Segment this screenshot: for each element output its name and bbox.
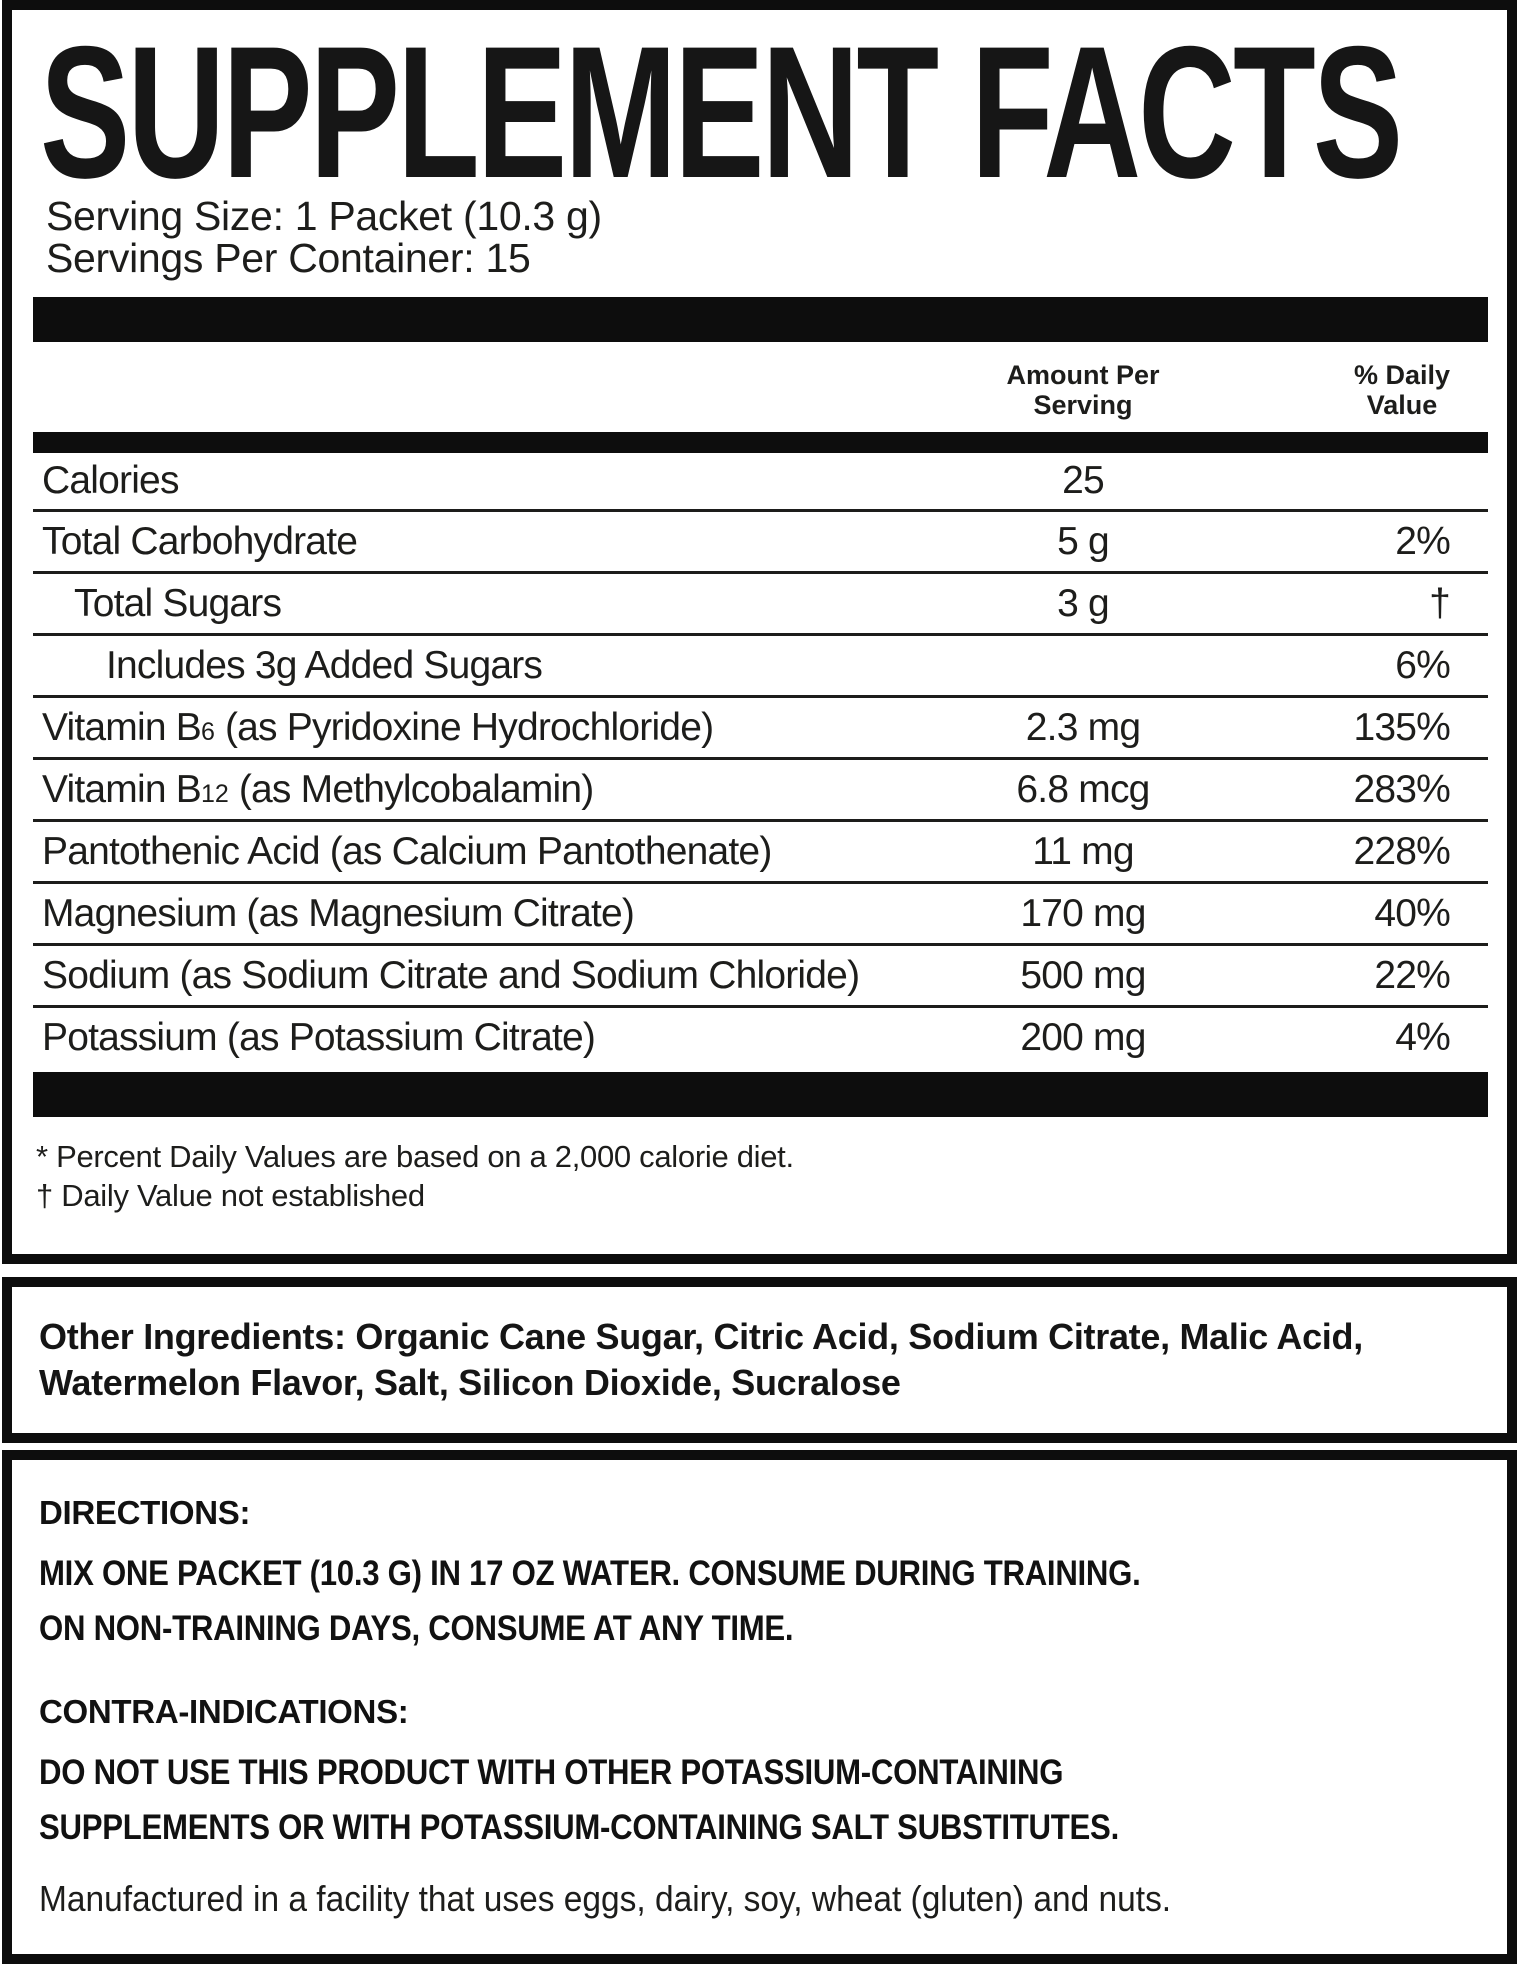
nutrient-name-text: Sodium (as Sodium Citrate and Sodium Chl… xyxy=(42,953,860,997)
nutrient-name-text: (as Pyridoxine Hydrochloride) xyxy=(214,705,714,749)
nutrient-name-text: Pantothenic Acid (as Calcium Pantothenat… xyxy=(42,829,772,873)
column-header-stack: % Daily Value xyxy=(1354,360,1450,420)
contraindications-text: DO NOT USE THIS PRODUCT WITH OTHER POTAS… xyxy=(39,1745,1481,1855)
nutrient-name: Sodium (as Sodium Citrate and Sodium Chl… xyxy=(33,954,928,998)
nutrient-daily-value: 2% xyxy=(1395,519,1451,563)
nutrient-amount: 25 xyxy=(1062,459,1105,502)
table-row: Total Carbohydrate 5 g 2% xyxy=(33,509,1488,571)
nutrient-name-text: Calories xyxy=(42,459,179,502)
divider-bar-header xyxy=(33,432,1488,453)
nutrient-amount: 6.8 mcg xyxy=(1016,767,1150,811)
nutrient-daily-value: 22% xyxy=(1374,953,1450,997)
other-ingredients-panel: Other Ingredients: Organic Cane Sugar, C… xyxy=(2,1277,1517,1443)
nutrient-name: Potassium (as Potassium Citrate) xyxy=(33,1016,928,1060)
footnotes: * Percent Daily Values are based on a 2,… xyxy=(36,1137,794,1215)
nutrient-amount: 11 mg xyxy=(1032,829,1134,873)
nutrient-name-text: (as Methylcobalamin) xyxy=(228,767,594,811)
text-line: * Percent Daily Values are based on a 2,… xyxy=(36,1139,794,1174)
nutrient-name-text: Includes 3g Added Sugars xyxy=(106,643,543,687)
contraindications-heading: CONTRA-INDICATIONS: xyxy=(39,1693,409,1730)
directions-panel: DIRECTIONS: MIX ONE PACKET (10.3 G) IN 1… xyxy=(2,1450,1517,1964)
nutrient-name: Vitamin B12 (as Methylcobalamin) xyxy=(33,768,928,812)
nutrient-daily-value: † xyxy=(1429,581,1451,625)
directions-text: MIX ONE PACKET (10.3 G) IN 17 OZ WATER. … xyxy=(39,1546,1481,1656)
text-line: ON NON-TRAINING DAYS, CONSUME AT ANY TIM… xyxy=(39,1609,794,1648)
column-header-line: Value xyxy=(1366,390,1438,420)
table-row: Potassium (as Potassium Citrate) 200 mg 4% xyxy=(33,1005,1488,1067)
nutrient-daily-value: 40% xyxy=(1374,891,1450,935)
serving-info: Serving Size: 1 Packet (10.3 g) Servings… xyxy=(46,195,602,279)
divider-bar-top xyxy=(33,297,1488,342)
column-header-line: Serving xyxy=(1033,390,1133,420)
servings-per-container-text: Servings Per Container: 15 xyxy=(46,235,531,281)
nutrient-name-text: Vitamin B xyxy=(42,767,202,811)
nutrient-name: Calories xyxy=(33,459,928,503)
serving-size-text: Serving Size: 1 Packet (10.3 g) xyxy=(46,193,602,239)
column-header-line: Amount Per xyxy=(1006,360,1160,390)
nutrient-daily-value: 228% xyxy=(1353,829,1450,873)
directions-content: DIRECTIONS: MIX ONE PACKET (10.3 G) IN 1… xyxy=(12,1460,1507,1921)
directions-heading: DIRECTIONS: xyxy=(39,1494,251,1531)
text-line: † Daily Value not established xyxy=(36,1178,425,1213)
column-header-percent-daily-value: % Daily Value xyxy=(1238,360,1488,420)
nutrient-daily-value: 135% xyxy=(1353,705,1450,749)
supplement-facts-panel: SUPPLEMENT FACTS Serving Size: 1 Packet … xyxy=(2,0,1517,1264)
other-ingredients-text: Other Ingredients: Organic Cane Sugar, C… xyxy=(12,1287,1507,1406)
nutrient-amount: 170 mg xyxy=(1020,891,1146,935)
text-line: Watermelon Flavor, Salt, Silicon Dioxide… xyxy=(39,1362,901,1403)
nutrient-name: Total Carbohydrate xyxy=(33,520,928,564)
nutrient-name: Total Sugars xyxy=(33,582,928,626)
table-row: Pantothenic Acid (as Calcium Pantothenat… xyxy=(33,819,1488,881)
table-row: Includes 3g Added Sugars 6% xyxy=(33,633,1488,695)
table-row: Vitamin B6 (as Pyridoxine Hydrochloride)… xyxy=(33,695,1488,757)
nutrient-amount: 500 mg xyxy=(1020,953,1146,997)
text-line: SUPPLEMENTS OR WITH POTASSIUM-CONTAINING… xyxy=(39,1808,1119,1847)
table-header: Amount Per Serving % Daily Value xyxy=(33,342,1488,432)
nutrient-name-text: Total Carbohydrate xyxy=(42,519,358,563)
table-row: Sodium (as Sodium Citrate and Sodium Chl… xyxy=(33,943,1488,1005)
column-header-amount-per-serving: Amount Per Serving xyxy=(928,360,1238,420)
nutrient-amount: 3 g xyxy=(1057,581,1110,625)
nutrient-name: Pantothenic Acid (as Calcium Pantothenat… xyxy=(33,830,928,874)
nutrient-name-text: Potassium (as Potassium Citrate) xyxy=(42,1015,596,1059)
column-header-line: % Daily xyxy=(1353,360,1450,390)
text-line: MIX ONE PACKET (10.3 G) IN 17 OZ WATER. … xyxy=(39,1554,1141,1593)
nutrient-amount: 2.3 mg xyxy=(1025,705,1141,749)
text-line: DO NOT USE THIS PRODUCT WITH OTHER POTAS… xyxy=(39,1753,1064,1792)
nutrient-name: Includes 3g Added Sugars xyxy=(33,644,928,688)
text-line: Other Ingredients: Organic Cane Sugar, C… xyxy=(39,1316,1363,1357)
nutrient-amount: 5 g xyxy=(1057,519,1110,563)
table-row: Magnesium (as Magnesium Citrate) 170 mg 40… xyxy=(33,881,1488,943)
nutrient-name: Magnesium (as Magnesium Citrate) xyxy=(33,892,928,936)
allergen-statement-text: Manufactured in a facility that uses egg… xyxy=(39,1878,1172,1919)
nutrient-daily-value: 4% xyxy=(1395,1015,1451,1059)
nutrient-name-text: Magnesium (as Magnesium Citrate) xyxy=(42,891,635,935)
subscript: 6 xyxy=(201,717,215,746)
nutrient-name-text: Total Sugars xyxy=(74,581,282,625)
panel-title: SUPPLEMENT FACTS xyxy=(40,7,1403,217)
nutrient-table: Calories 25 Total Carbohydrate 5 g 2% Total S… xyxy=(33,453,1488,1067)
allergen-statement: Manufactured in a facility that uses egg… xyxy=(39,1877,1481,1921)
nutrient-daily-value: 6% xyxy=(1395,643,1451,687)
table-row: Calories 25 xyxy=(33,453,1488,509)
subscript: 12 xyxy=(201,779,229,808)
nutrient-name: Vitamin B6 (as Pyridoxine Hydrochloride) xyxy=(33,706,928,750)
divider-bar-bottom xyxy=(33,1072,1488,1117)
table-row: Total Sugars 3 g † xyxy=(33,571,1488,633)
nutrient-name-text: Vitamin B xyxy=(42,705,202,749)
nutrient-amount: 200 mg xyxy=(1020,1015,1146,1059)
nutrient-daily-value: 283% xyxy=(1353,767,1450,811)
table-row: Vitamin B12 (as Methylcobalamin) 6.8 mcg 2… xyxy=(33,757,1488,819)
